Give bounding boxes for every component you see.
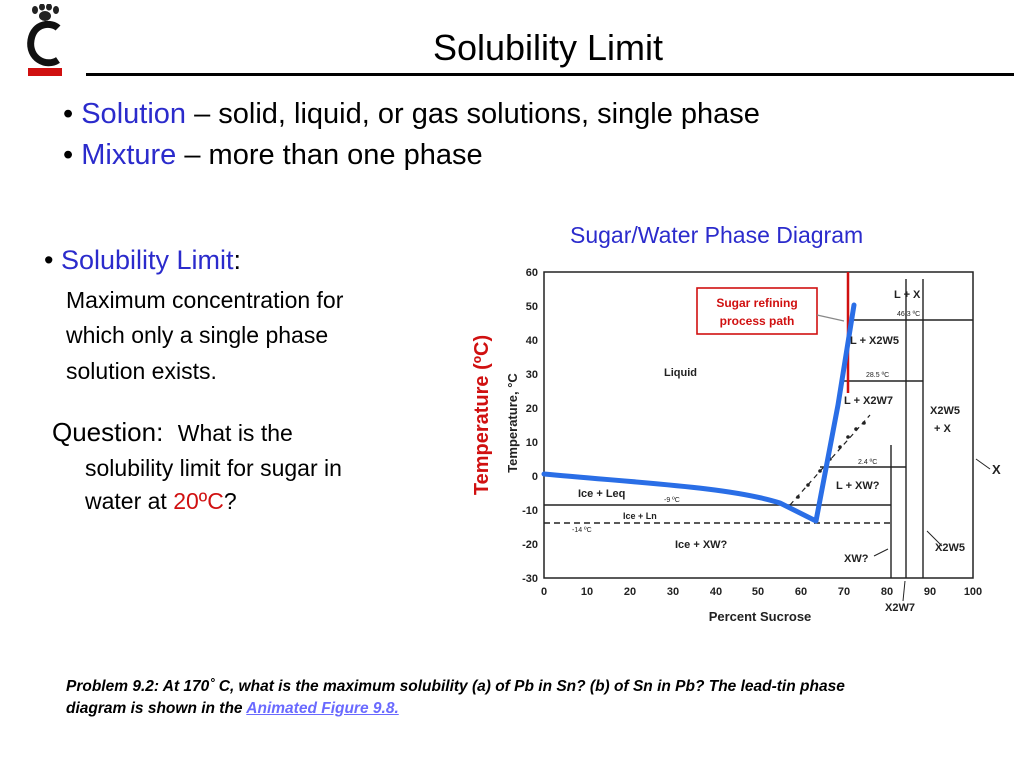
solubility-line-2: which only a single phase [66,322,329,348]
x-tick-label: 10 [581,586,593,598]
bullet-mixture: • Mixture – more than one phase [63,138,483,172]
y-tick-label: -10 [522,505,538,517]
x-tick-label: 0 [541,586,547,598]
y-tick-labels: 60 50 40 30 20 10 0 -10 -20 -30 [522,267,538,585]
problem-text: Problem 9.2: At 170˚ C, what is the maxi… [66,678,845,717]
region-ice-ln: Ice + Ln [623,511,657,521]
solubility-colon: : [233,245,242,275]
solubility-curve [541,302,857,524]
x-tick-label: 20 [624,586,636,598]
temp-2: 2.4 ºC [858,459,877,466]
callout-line-2: process path [720,314,795,328]
region-liquid: Liquid [664,367,697,379]
slide-title: Solubility Limit [432,27,664,68]
region-ice-xw: Ice + XW? [675,539,728,551]
mixture-definition: – more than one phase [176,139,483,171]
question-mark: ? [223,488,237,514]
x-tick-label: 90 [924,586,936,598]
y-tick-label: 0 [532,471,538,483]
x-tick-label: 80 [881,586,893,598]
region-ice-leq: Ice + Leq [578,488,625,500]
bullet-solution: • Solution – solid, liquid, or gas solut… [63,97,760,131]
x-tick-label: 40 [710,586,722,598]
logo-red-bar [28,68,62,76]
bullet-dot: • [63,98,82,130]
region-l-x2w5: L + X2W5 [850,335,899,347]
pointer-lines [873,458,991,602]
question-line-3-pre: water at [85,488,174,514]
solution-definition: – solid, liquid, or gas solutions, singl… [186,98,760,130]
diagram-title: Sugar/Water Phase Diagram [570,222,864,248]
solubility-limit-heading: • Solubility Limit: [44,244,241,276]
question-temperature: 20ºC [173,488,224,514]
x-axis-label: Percent Sucrose [709,609,812,624]
region-l-x2w7: L + X2W7 [844,395,893,407]
region-x2w5-x-1: X2W5 [930,405,960,417]
region-x2w7-bottom: X2W7 [885,602,915,614]
solubility-limit-term: Solubility Limit [60,245,234,275]
question-heading: Question: What is the [52,417,293,448]
bullet-dot: • [44,245,61,275]
y-tick-label: 20 [526,403,538,415]
phase-boundaries [544,279,973,578]
sugar-water-phase-diagram: Temperature (ºC) Temperature, °C 60 50 4… [471,267,1001,624]
question-line-1: What is the [177,420,293,446]
y-tick-label: -30 [522,573,538,585]
y-tick-label: 60 [526,267,538,279]
region-x-right: X [992,462,1001,477]
question-label: Question: [52,417,164,447]
callout-line-1: Sugar refining [716,296,797,310]
y-tick-label: 40 [526,335,538,347]
inner-temperature-label: Temperature, °C [505,373,520,473]
x-tick-labels: 0 10 20 30 40 50 60 70 80 90 100 [541,586,982,598]
solubility-line-3: solution exists. [66,358,217,384]
callout-box [696,287,818,335]
temp-46: 46.3 ºC [897,311,920,318]
plot-frame [543,271,974,579]
x-tick-label: 30 [667,586,679,598]
c-letter-icon [27,20,61,67]
y-tick-label: -20 [522,539,538,551]
question-line-2: solubility limit for sugar in [85,455,342,481]
region-xw: XW? [844,553,869,565]
mixture-term: Mixture [81,139,177,171]
x-tick-label: 50 [752,586,764,598]
region-x2w5-x-2: + X [934,423,951,435]
solution-term: Solution [81,98,187,130]
paw-print-icon [32,4,59,21]
title-rule [86,73,1014,76]
y-tick-label: 50 [526,301,538,313]
temp-28: 28.5 ºC [866,372,889,379]
question-line-3: water at 20ºC? [85,487,237,515]
region-l-xw: L + XW? [836,480,880,492]
x-tick-label: 60 [795,586,807,598]
region-labels: Liquid L + X L + X2W5 L + X2W7 X2W5 + X … [578,289,1001,614]
temperature-annotations: 46.3 ºC 28.5 ºC 2.4 ºC -9 ºC -14 ºC [572,311,920,534]
university-logo [27,4,62,76]
y-tick-label: 30 [526,369,538,381]
x-tick-label: 100 [964,586,982,598]
problem-statement: Problem 9.2: At 170˚ C, what is the maxi… [66,676,886,720]
bullet-dot: • [63,139,82,171]
animated-figure-link[interactable]: Animated Figure 9.8. [246,700,399,717]
temp-minus14: -14 ºC [572,527,592,534]
outer-temperature-label: Temperature (ºC) [471,335,493,495]
region-x2w5-right: X2W5 [935,542,965,554]
x-tick-label: 70 [838,586,850,598]
y-tick-label: 10 [526,437,538,449]
solubility-line-1: Maximum concentration for [66,287,344,313]
callout-arrow [816,314,845,322]
temp-minus9: -9 ºC [664,497,680,504]
region-l-x: L + X [894,289,921,301]
